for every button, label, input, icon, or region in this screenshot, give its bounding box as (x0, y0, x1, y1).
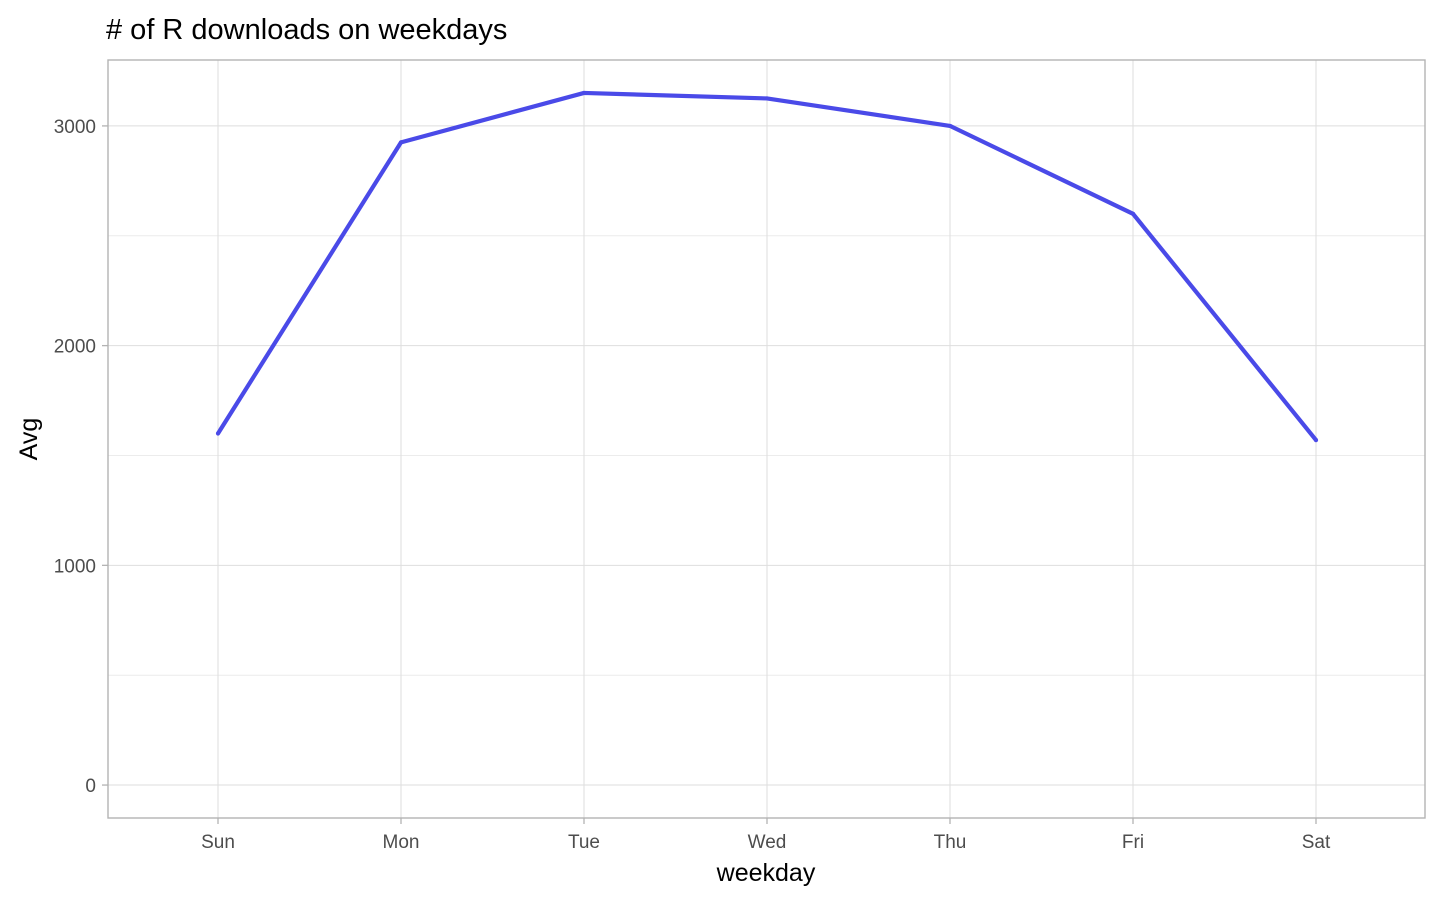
data-point (215, 431, 221, 436)
x-tick-label: Sun (201, 832, 235, 853)
data-point (1313, 437, 1319, 443)
data-point (398, 140, 404, 145)
x-axis: Sun Mon Tue Wed Thu Fri Sat (201, 818, 1331, 853)
data-point (764, 96, 770, 101)
y-axis-title: Avg (15, 418, 43, 461)
data-point (1130, 211, 1136, 216)
chart-title: # of R downloads on weekdays (106, 14, 507, 46)
x-tick-label: Tue (568, 832, 600, 853)
series-group (215, 90, 1319, 443)
x-tick-label: Thu (934, 832, 967, 853)
y-tick-label: 1000 (54, 556, 96, 577)
data-point (947, 123, 953, 129)
y-tick-label: 3000 (54, 117, 96, 138)
x-tick-label: Fri (1122, 832, 1144, 853)
data-point (581, 90, 587, 96)
major-gridlines (108, 60, 1425, 818)
x-tick-label: Mon (383, 832, 420, 853)
plot-panel (107, 59, 1426, 819)
y-axis: 0 1000 2000 3000 (54, 117, 108, 797)
y-tick-label: 2000 (54, 337, 96, 358)
x-axis-title: weekday (716, 859, 816, 887)
y-tick-label: 0 (85, 776, 96, 797)
x-tick-label: Sat (1302, 832, 1331, 853)
x-tick-label: Wed (748, 832, 787, 853)
